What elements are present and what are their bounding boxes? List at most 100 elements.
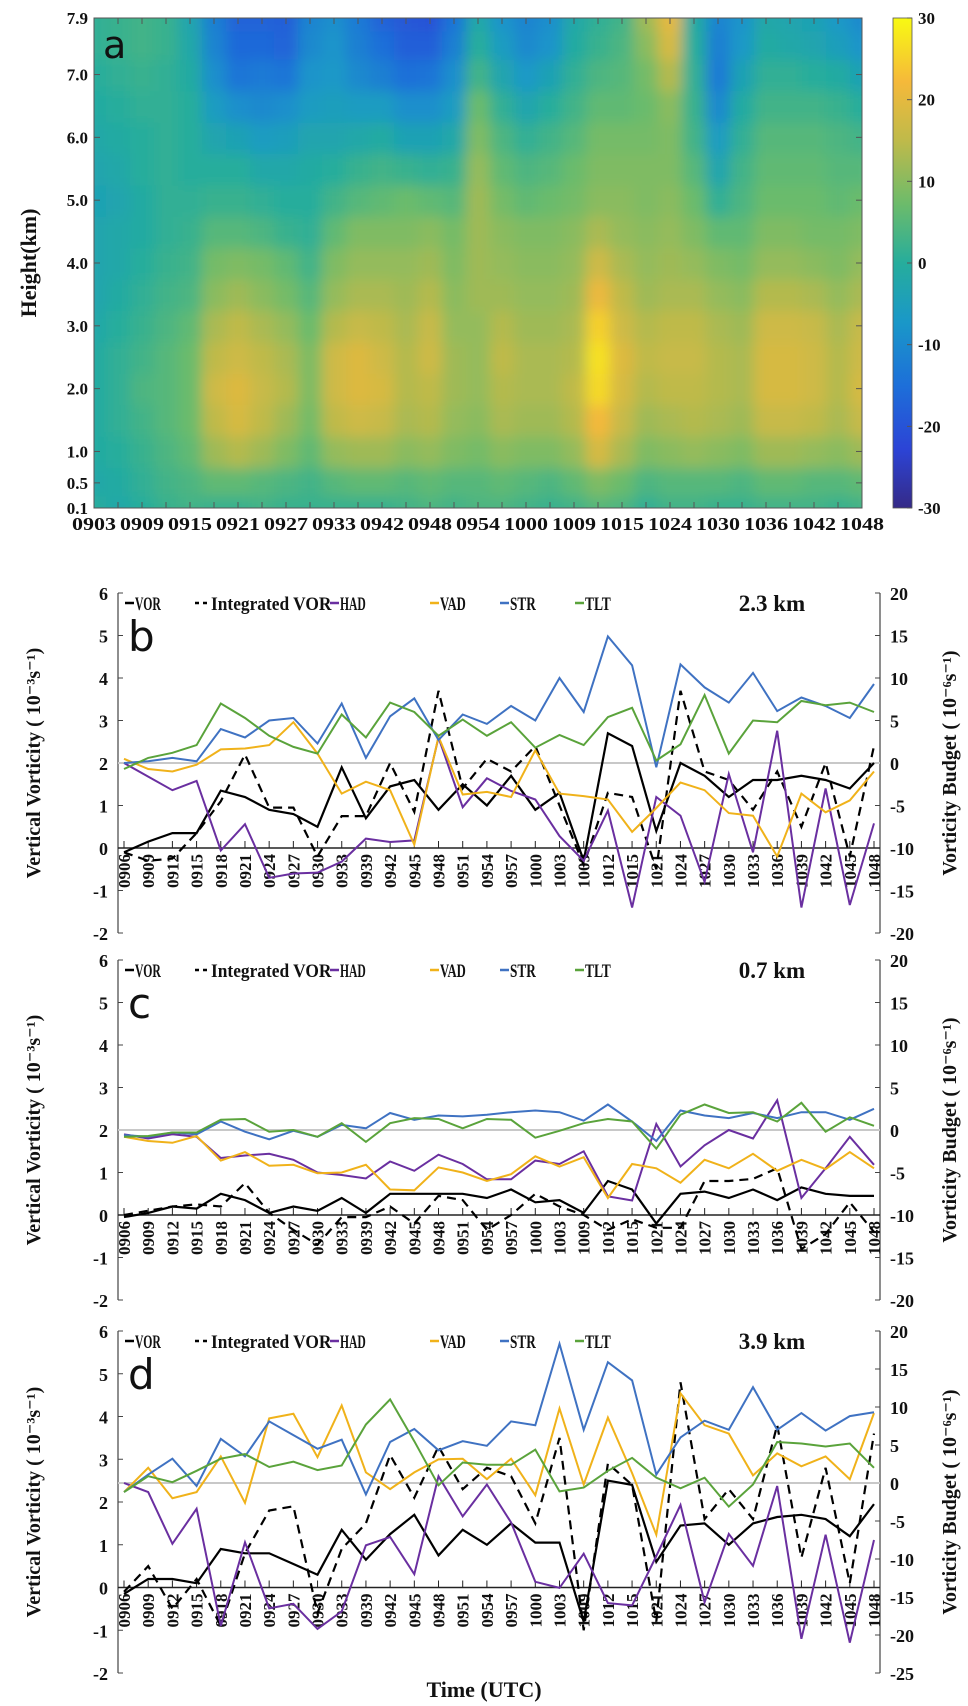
heatmap-cell (514, 404, 539, 437)
heatmap-cell (178, 372, 203, 406)
heatmap-cell (226, 90, 251, 123)
left-tick-label: 1 (99, 797, 108, 817)
heatmap-cell (274, 341, 299, 374)
heatmap-cell (658, 121, 683, 155)
right-tick-label: 10 (890, 1398, 908, 1418)
heatmap-cell (562, 310, 587, 343)
heatmap-cell (442, 184, 467, 217)
heatmap-cell (418, 215, 443, 249)
legend-label: VOR (135, 594, 161, 615)
heatmap-cell (850, 153, 862, 186)
heatmap-cell (322, 341, 347, 374)
right-tick-label: 10 (890, 1036, 908, 1056)
heatmap-cell (610, 18, 635, 32)
heatmap-cell (274, 153, 299, 186)
right-tick-label: -20 (890, 924, 914, 944)
x-tick-label: 0957 (502, 854, 521, 889)
heatmap-cell (130, 495, 155, 508)
heatmap-cell (130, 310, 155, 343)
series-str (123, 1103, 875, 1143)
heatmap-cell (730, 467, 755, 497)
heatmap-cell (514, 153, 539, 186)
heatmap-cell (274, 215, 299, 249)
heatmap-cell (778, 372, 803, 406)
heatmap-cell (514, 90, 539, 123)
heatmap-cell (826, 215, 851, 249)
right-tick-label: -5 (890, 797, 905, 817)
heatmap-cell (802, 121, 827, 155)
heatmap-cell (322, 495, 347, 508)
heatmap-cell (658, 18, 683, 32)
panel-a-heatmap: 0.10.51.02.03.04.05.06.07.07.9 0903 0909 0… (16, 9, 941, 534)
heatmap-cell (514, 18, 539, 32)
heatmap-cell (682, 435, 707, 469)
heatmap-cell (370, 310, 395, 343)
heatmap-cell (418, 90, 443, 123)
x-tick-label: 0909 (139, 854, 158, 888)
x-tick-label: 0912 (163, 1221, 182, 1255)
x-tick-label: 1000 (504, 514, 548, 534)
heatmap-cell (394, 153, 419, 186)
heatmap-cell (514, 247, 539, 280)
heatmap-cell (202, 30, 227, 60)
series-integrated-vor (123, 690, 876, 870)
heatmap-cell (298, 184, 323, 217)
heatmap-cell (490, 310, 515, 343)
x-tick-label: 1039 (792, 1221, 811, 1255)
heatmap-cell (658, 495, 683, 508)
heatmap-cell (634, 58, 659, 92)
heatmap-cell (346, 467, 371, 497)
heatmap-cell (850, 18, 862, 32)
heatmap-cell (754, 341, 779, 374)
heatmap-cell (322, 278, 347, 312)
x-tick-label: 0930 (309, 1221, 328, 1255)
heatmap-cell (538, 372, 563, 406)
heatmap-cell (370, 90, 395, 123)
heatmap-cell (154, 247, 179, 280)
heatmap-cell (202, 18, 227, 32)
heatmap-cell (394, 18, 419, 32)
heatmap-cell (394, 372, 419, 406)
colorbar-tick-label: -20 (918, 417, 941, 436)
heatmap-cell (106, 247, 131, 280)
heatmap-cell (130, 215, 155, 249)
heatmap-cell (94, 215, 107, 249)
x-tick-label: 1015 (600, 514, 644, 534)
heatmap-cell (754, 435, 779, 469)
heatmap-cell (586, 467, 611, 497)
series-had (123, 730, 875, 908)
heatmap-cell (490, 404, 515, 437)
heatmap-cell (178, 247, 203, 280)
x-tick-label: 1030 (696, 514, 740, 534)
heatmap-cell (658, 215, 683, 249)
x-tick-label: 1012 (599, 854, 618, 888)
heatmap-cell (442, 435, 467, 469)
heatmap-cell (154, 341, 179, 374)
heatmap-cell (778, 121, 803, 155)
heatmap-cell (466, 58, 491, 92)
heatmap-cell (442, 153, 467, 186)
heatmap-cell (178, 467, 203, 497)
heatmap-cell (754, 467, 779, 497)
x-tick-label: 1015 (623, 1594, 642, 1628)
heatmap-cell (250, 58, 275, 92)
heatmap-cell (586, 247, 611, 280)
legend-label: VOR (135, 961, 161, 982)
heatmap-cell (730, 153, 755, 186)
heatmap-cell (682, 184, 707, 217)
heatmap-cell (682, 310, 707, 343)
x-tick-label: 1003 (550, 854, 569, 888)
x-tick-label: 0954 (478, 1593, 497, 1628)
series-vad (123, 1390, 875, 1539)
legend-label: VAD (440, 594, 466, 615)
heatmap-cell (226, 404, 251, 437)
x-tick-label: 1027 (696, 1221, 715, 1256)
x-tick-label: 1033 (744, 1221, 763, 1255)
heatmap-cell (610, 341, 635, 374)
heatmap-cell (562, 58, 587, 92)
heatmap-cell (730, 372, 755, 406)
heatmap-cell (730, 90, 755, 123)
heatmap-cell (322, 30, 347, 60)
heatmap-cell (466, 90, 491, 123)
heatmap-cell (754, 310, 779, 343)
